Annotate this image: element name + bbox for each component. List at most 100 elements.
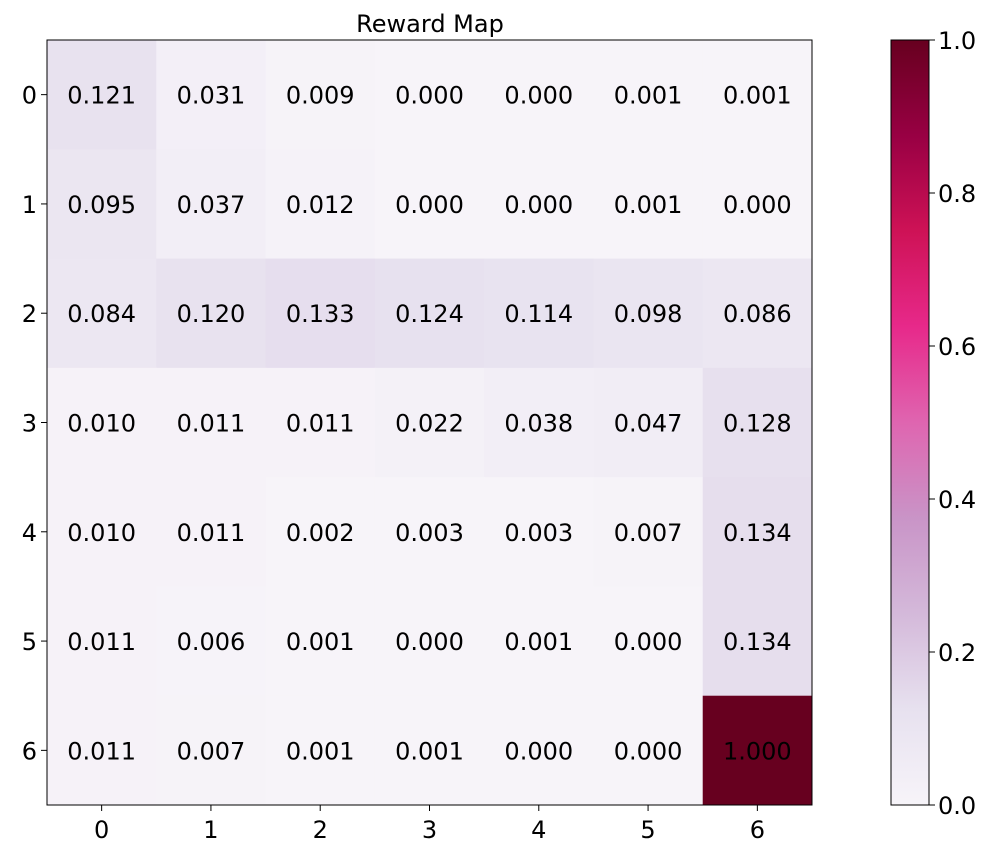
cell-value-label: 0.086 [723, 300, 792, 328]
x-tick-label: 1 [203, 816, 218, 844]
heatmap-cell [593, 586, 704, 697]
y-axis: 0 1 2 3 4 5 6 [22, 82, 47, 765]
heatmap-cell [156, 367, 267, 478]
cell-value-label: 0.011 [67, 737, 136, 765]
heatmap-cell [484, 40, 594, 150]
cell-value-label: 0.001 [614, 191, 683, 219]
colorbar-frame [890, 39, 930, 806]
cell-value-label: 0.084 [67, 300, 136, 328]
x-tick-label: 4 [531, 816, 546, 844]
cell-value-label: 0.000 [395, 628, 464, 656]
heatmap-cell [374, 367, 485, 478]
cell-value-label: 0.011 [177, 410, 246, 438]
heatmap-cell [484, 477, 594, 587]
cell-value-label: 0.022 [395, 410, 464, 438]
heatmap-cell [265, 695, 376, 806]
heatmap-cell [702, 477, 813, 587]
cell-value-label: 0.134 [723, 519, 792, 547]
cell-value-label: 0.011 [67, 628, 136, 656]
heatmap-cell [702, 695, 813, 806]
cell-value-label: 0.000 [504, 82, 573, 110]
cell-value-label: 0.001 [504, 628, 573, 656]
heatmap-cell [593, 477, 704, 587]
heatmap-cell [156, 477, 267, 587]
cell-value-label: 0.009 [286, 82, 355, 110]
cell-value-label: 0.001 [614, 82, 683, 110]
heatmap-cell [47, 695, 157, 806]
x-tick-label: 2 [313, 816, 328, 844]
heatmap-cell [702, 40, 813, 150]
x-axis: 0 1 2 3 4 5 6 [94, 805, 765, 844]
y-tick-label: 2 [22, 300, 37, 328]
heatmap-cell [374, 695, 485, 806]
heatmap-cell [374, 258, 485, 369]
chart-title: Reward Map [356, 10, 504, 38]
cell-value-label: 0.011 [286, 410, 355, 438]
heatmap-cell [265, 40, 376, 150]
cell-value-label: 0.120 [177, 300, 246, 328]
heatmap-cell [702, 586, 813, 697]
cell-value-label: 0.124 [395, 300, 464, 328]
heatmap-cell [593, 258, 704, 369]
x-tick-label: 6 [750, 816, 765, 844]
colorbar-tick-label: 0.8 [938, 180, 976, 208]
colorbar: 0.0 0.2 0.4 0.6 0.8 1.0 [890, 27, 976, 820]
x-tick-label: 0 [94, 816, 109, 844]
cell-value-label: 0.098 [614, 300, 683, 328]
x-tick-label: 3 [422, 816, 437, 844]
heatmap-cell [265, 149, 376, 260]
cell-value-label: 0.000 [395, 191, 464, 219]
heatmap-cell [47, 367, 157, 478]
colorbar-tick-label: 0.6 [938, 333, 976, 361]
cell-value-label: 0.000 [614, 737, 683, 765]
cell-value-label: 0.114 [504, 300, 573, 328]
heatmap-cell [484, 149, 594, 260]
colorbar-ticks: 0.0 0.2 0.4 0.6 0.8 1.0 [929, 27, 976, 820]
heatmap-cell [374, 149, 485, 260]
cell-value-label: 0.001 [723, 82, 792, 110]
cell-value-label: 0.010 [67, 410, 136, 438]
heatmap-cell [484, 695, 594, 806]
cell-value-label: 0.001 [395, 737, 464, 765]
cell-value-label: 0.003 [395, 519, 464, 547]
heatmap-cell [593, 40, 704, 150]
cell-value-label: 0.006 [177, 628, 246, 656]
y-tick-label: 4 [22, 519, 37, 547]
cell-value-label: 0.134 [723, 628, 792, 656]
heatmap-cell [47, 258, 157, 369]
cell-value-label: 0.011 [177, 519, 246, 547]
colorbar-tick-label: 0.4 [938, 486, 976, 514]
heatmap-cell [265, 367, 376, 478]
heatmap-cell [156, 40, 267, 150]
heatmap-cell [374, 586, 485, 697]
y-tick-label: 0 [22, 82, 37, 110]
heatmap-cell [156, 586, 267, 697]
cell-value-label: 0.010 [67, 519, 136, 547]
cell-value-label: 1.000 [723, 737, 792, 765]
heatmap-cell [156, 149, 267, 260]
cell-value-label: 0.001 [286, 628, 355, 656]
cell-value-label: 0.007 [177, 737, 246, 765]
cell-value-label: 0.000 [723, 191, 792, 219]
colorbar-tick-label: 1.0 [938, 27, 976, 55]
cell-value-label: 0.037 [177, 191, 246, 219]
cell-value-label: 0.095 [67, 191, 136, 219]
heatmap-cell [47, 477, 157, 587]
heatmap-cell [702, 367, 813, 478]
heatmap-cell [47, 149, 157, 260]
heatmap-cell [484, 258, 594, 369]
cell-value-label: 0.000 [504, 737, 573, 765]
cell-value-label: 0.047 [614, 410, 683, 438]
heatmap-cell [593, 149, 704, 260]
heatmap-cell [702, 149, 813, 260]
heatmap-cell [265, 258, 376, 369]
heatmap-cell [484, 367, 594, 478]
colorbar-gradient [891, 40, 929, 805]
heatmap-cell [702, 258, 813, 369]
cell-value-label: 0.000 [504, 191, 573, 219]
cell-value-label: 0.121 [67, 82, 136, 110]
colorbar-tick-label: 0.2 [938, 639, 976, 667]
cell-value-label: 0.038 [504, 410, 573, 438]
cell-value-label: 0.002 [286, 519, 355, 547]
